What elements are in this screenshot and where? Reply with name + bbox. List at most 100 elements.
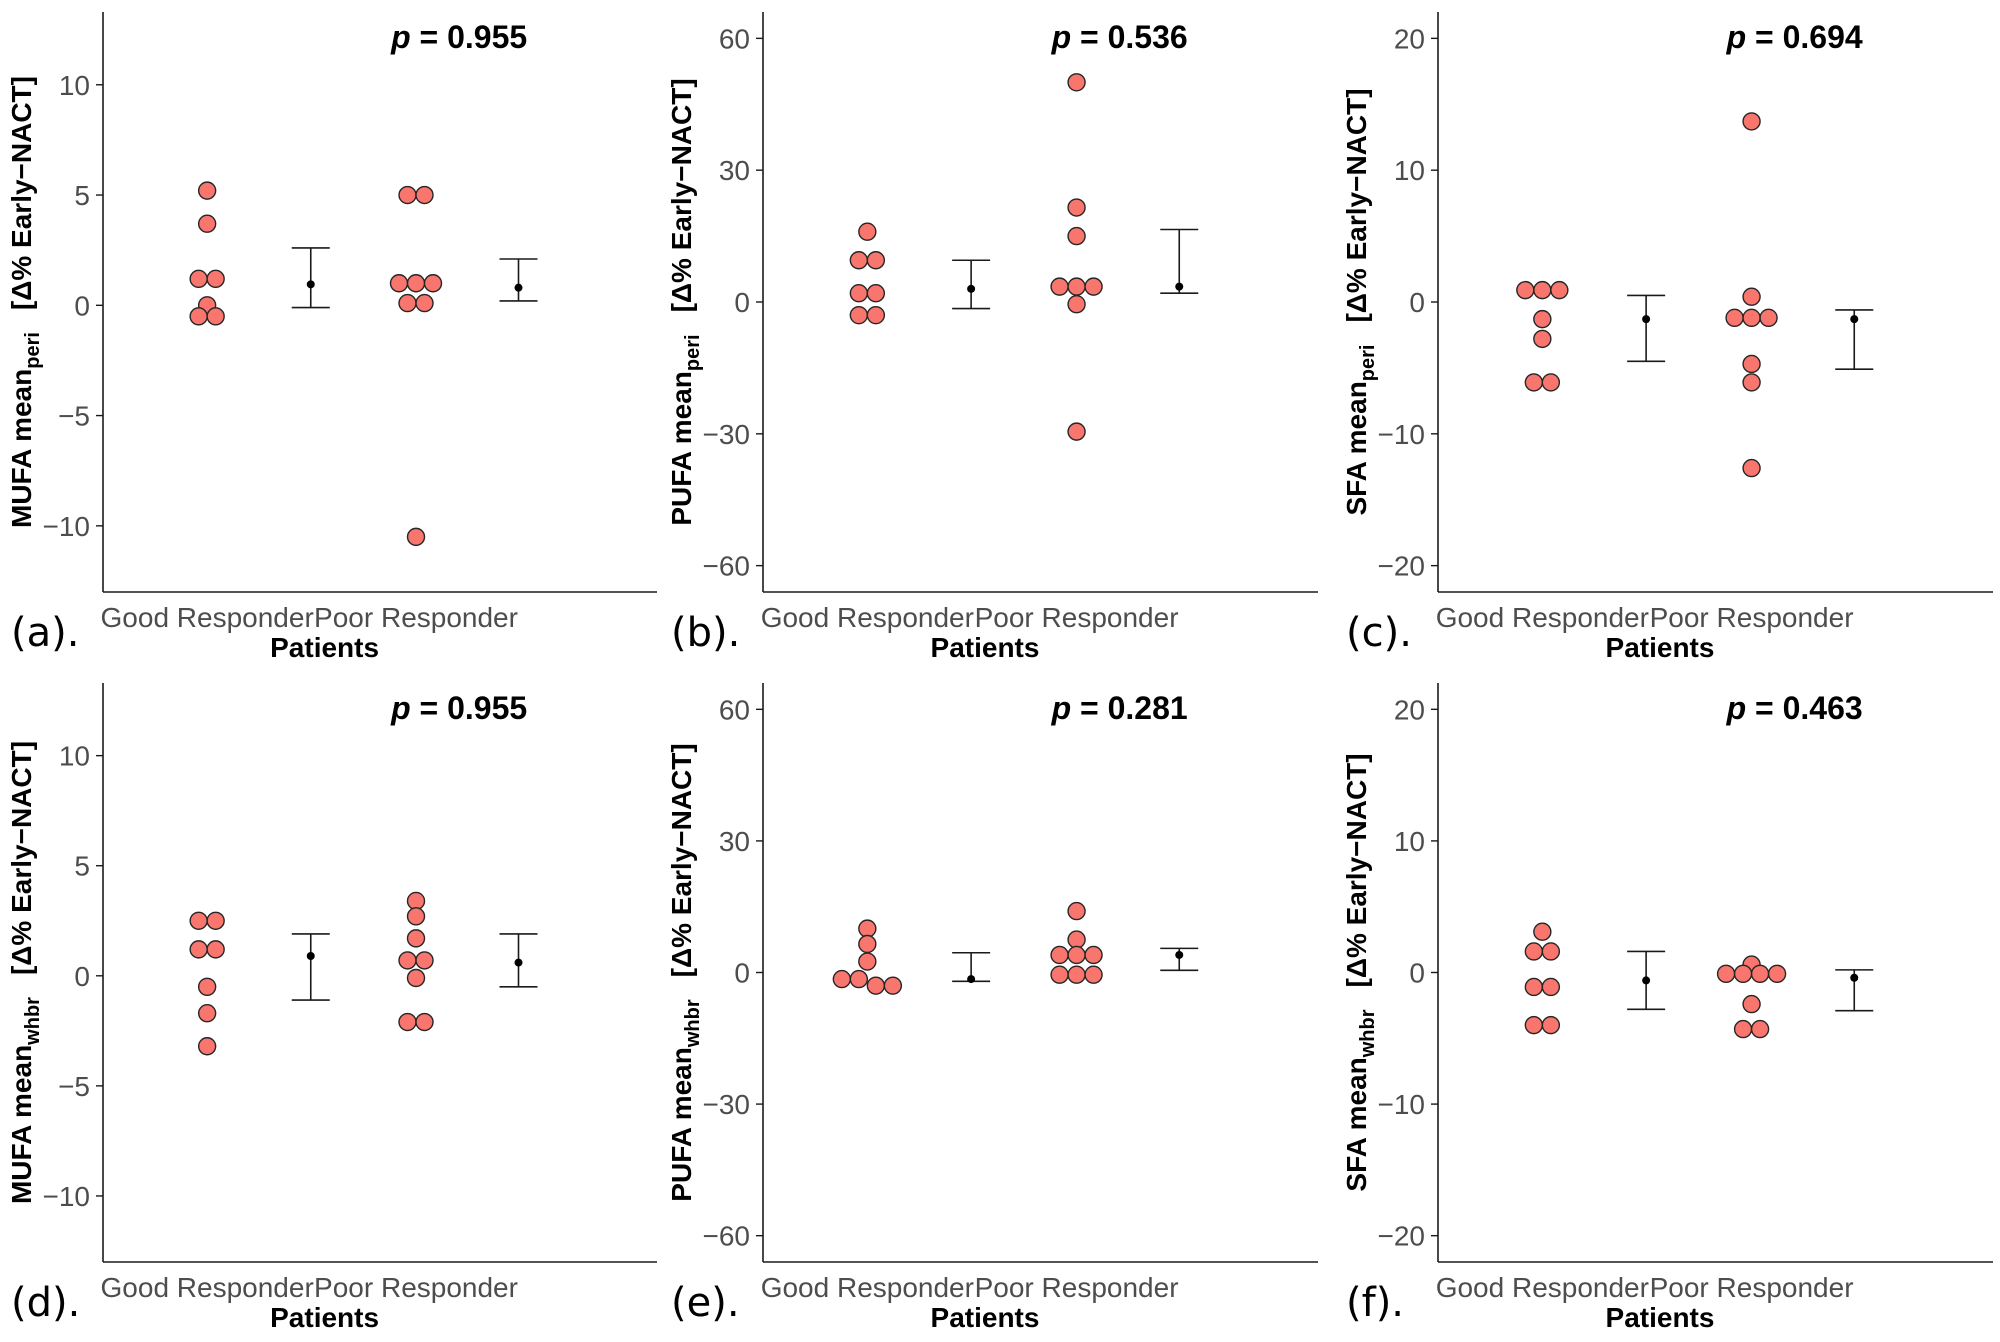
data-point (1067, 965, 1086, 984)
data-point (866, 251, 886, 270)
mean-point (306, 280, 315, 289)
data-point (197, 1037, 217, 1056)
y-tick-label: −20 (1378, 1221, 1426, 1252)
p-value-symbol: p (390, 690, 411, 726)
p-value-symbol: p (1726, 19, 1747, 55)
mean-point (514, 283, 523, 292)
p-value-label: p = 0.694 (1726, 19, 1863, 55)
panel-label: (e). (671, 1280, 740, 1326)
data-point (189, 911, 208, 930)
x-category-label: Poor Responder (1650, 1272, 1854, 1303)
y-axis-title-tail: [Δ% Early−NACT] (6, 76, 37, 310)
data-point (189, 940, 208, 959)
y-axis-title-subscript: whbr (1357, 1009, 1379, 1058)
p-value-number: = 0.955 (411, 690, 528, 726)
data-point (849, 251, 869, 270)
chart-panel-3: −20 −10 0 10 20 Good Responder Poor ResponderP… (1341, 12, 1993, 663)
data-point (406, 527, 426, 547)
y-tick-label: −30 (703, 1089, 751, 1120)
y-axis-title: MUFA meanwhbr [Δ% Early−NACT] (6, 741, 44, 1204)
y-tick-label: 0 (734, 287, 750, 318)
data-point (1050, 277, 1069, 296)
y-tick-label: 10 (59, 70, 90, 101)
y-axis-title-tail: [Δ% Early−NACT] (1341, 753, 1372, 987)
p-value-label: p = 0.281 (1051, 690, 1188, 726)
mean-point (1642, 315, 1651, 324)
y-tick-label: 20 (1394, 694, 1425, 725)
p-value-number: = 0.955 (411, 19, 528, 55)
y-axis-title-subscript: peri (1357, 345, 1379, 382)
data-point (1067, 901, 1086, 921)
y-axis-title-tail: [Δ% Early−NACT] (666, 78, 697, 312)
x-category-label: Poor Responder (314, 1272, 518, 1303)
data-point (1742, 287, 1761, 306)
data-point (1524, 373, 1544, 392)
y-tick-label: −20 (1378, 551, 1426, 582)
data-point (423, 274, 443, 293)
data-point (415, 1012, 434, 1032)
y-tick-label: 5 (74, 851, 90, 882)
p-value-label: p = 0.536 (1051, 19, 1188, 55)
data-point (1050, 965, 1069, 984)
data-point (858, 222, 877, 241)
data-point (1541, 942, 1561, 961)
y-axis-title-main: SFA mean (1341, 1057, 1372, 1191)
data-point (1742, 354, 1761, 374)
y-tick-label: 30 (719, 155, 750, 186)
y-tick-label: 0 (1409, 958, 1425, 989)
y-tick-label: 5 (74, 180, 90, 211)
y-tick-label: 10 (1394, 826, 1425, 857)
y-tick-label: −5 (58, 401, 90, 432)
y-axis-title-subscript: whbr (682, 999, 704, 1048)
x-category-label: Good Responder (761, 1272, 974, 1303)
data-point (406, 968, 426, 988)
data-point (1742, 308, 1761, 328)
data-point (1067, 422, 1086, 441)
data-point (1759, 308, 1778, 328)
mean-point (1850, 973, 1859, 982)
p-value-label: p = 0.955 (390, 19, 527, 55)
data-point (1067, 945, 1086, 965)
p-value-number: = 0.536 (1071, 19, 1188, 55)
p-value-label: p = 0.955 (390, 690, 527, 726)
data-point (197, 214, 217, 233)
data-point (1733, 964, 1753, 984)
p-value-symbol: p (390, 19, 411, 55)
data-point (1767, 964, 1787, 984)
data-point (1067, 277, 1086, 296)
x-axis-title: Patients (1606, 632, 1715, 663)
y-axis-title-subscript: whbr (22, 997, 44, 1046)
x-category-label: Poor Responder (975, 602, 1179, 633)
data-point (1533, 309, 1552, 329)
y-tick-label: 10 (59, 741, 90, 772)
data-point (415, 951, 434, 970)
y-tick-label: −10 (43, 1181, 91, 1212)
mean-point (1850, 315, 1859, 324)
data-point (1750, 964, 1770, 984)
data-point (197, 1004, 217, 1023)
chart-panel-6: −20 −10 0 10 20 Good Responder Poor ResponderP… (1341, 683, 1993, 1333)
panel-label: (d). (11, 1280, 80, 1326)
data-point (1524, 977, 1544, 997)
p-value-number: = 0.694 (1746, 19, 1863, 55)
data-point (1067, 73, 1086, 92)
y-axis-title-subscript: peri (682, 334, 704, 371)
data-point (398, 951, 417, 970)
data-point (1516, 280, 1535, 300)
data-point (1524, 942, 1544, 961)
data-point (197, 977, 217, 997)
data-point (1742, 458, 1761, 478)
y-axis-title: MUFA meanperi [Δ% Early−NACT] (6, 76, 44, 528)
data-point (1524, 1015, 1544, 1035)
data-point (858, 934, 877, 954)
data-point (1084, 277, 1103, 296)
y-axis-title-main: MUFA mean (6, 369, 37, 528)
panel-label: (f). (1346, 1280, 1404, 1326)
data-point (1533, 329, 1552, 349)
x-axis-title: Patients (931, 1302, 1040, 1333)
data-point (1716, 964, 1736, 984)
mean-point (967, 975, 976, 984)
y-tick-label: 0 (74, 961, 90, 992)
